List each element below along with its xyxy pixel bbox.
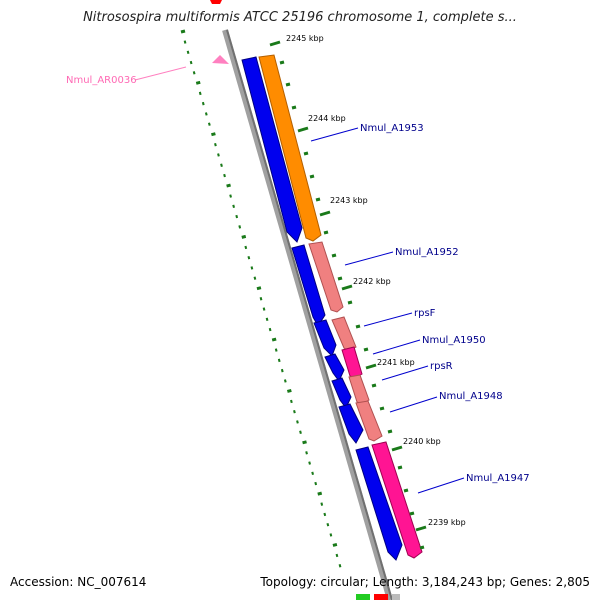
feature-label-leader [134,66,187,81]
gc-track-dot [217,153,220,157]
gc-track-dot [235,214,239,219]
scale-label-2242: 2242 kbp [353,277,391,286]
gc-track-dot [335,553,339,558]
gc-track-dot [332,543,338,547]
bottom-markers [356,594,400,600]
gc-track-dot [323,512,327,517]
gc-track-dot [299,430,302,434]
gc-track-dot [189,60,193,65]
gene-rpsf-blue[interactable] [313,319,337,357]
scale-label-2241: 2241 kbp [377,358,415,367]
gc-track-dot [211,132,216,137]
gc-track-dot [311,471,315,476]
gene-nmul-a1947-blue[interactable] [355,446,403,561]
gc-track-dot [262,307,266,311]
scale-ticks [269,40,427,550]
gc-track-dot [214,143,217,147]
gc-track-dot [283,379,287,383]
gene-label-nmul-a1953[interactable]: Nmul_A1953 [360,123,424,134]
gc-track-dot [265,317,269,321]
gene-label-leaders [310,127,465,494]
feature-label-nmul-ar0036[interactable]: Nmul_AR0036 [66,75,137,86]
accession-text: Accession: NC_007614 [10,575,147,589]
scale-label-2245: 2245 kbp [286,34,324,43]
scale-label-2239: 2239 kbp [428,518,466,527]
gene-nmul-a1950-magenta[interactable] [341,346,363,379]
gc-track-dot [271,337,277,342]
gc-track-dot [204,112,208,116]
gc-track-dot [253,276,257,280]
gene-nmul-a1953-blue[interactable] [241,56,303,243]
gene-label-rpsf[interactable]: rpsF [414,308,436,319]
scale-label-2244: 2244 kbp [308,114,346,123]
gene-nmul-a1948-salmon[interactable] [355,400,383,442]
gc-track-dot [192,71,196,75]
gc-track-dot [198,91,202,96]
gc-track-dot [293,410,296,414]
gc-track-dot [290,399,293,404]
gc-track-dot [195,80,201,85]
gene-labels: Nmul_A1953 Nmul_A1952 rpsF Nmul_A1950 rp… [360,123,530,484]
gc-track-dot [201,101,205,106]
top-marker-red [210,0,222,4]
gc-track-dot [226,183,231,188]
gc-track-dot [247,255,251,260]
gc-track-dot [296,420,299,424]
gc-track-dot [286,388,292,393]
genome-stats-text: Topology: circular; Length: 3,184,243 bp… [260,575,590,589]
gc-track-dot [207,122,211,126]
gc-track-dot [317,491,323,496]
gc-track-dot [244,245,248,250]
pink-feature-arrow[interactable] [212,55,229,64]
gene-label-nmul-a1950[interactable]: Nmul_A1950 [422,335,486,346]
gene-label-nmul-a1952[interactable]: Nmul_A1952 [395,247,459,258]
gc-track-dot [223,173,226,178]
gene-label-nmul-a1947[interactable]: Nmul_A1947 [466,473,530,484]
gc-track-dot [268,327,272,332]
gc-track-dot [238,225,242,229]
scale-label-2240: 2240 kbp [403,437,441,446]
gene-nmul-a1952-blue[interactable] [291,244,326,327]
gene-nmul-a1948-blue[interactable] [338,403,364,444]
gene-rpsr-salmon[interactable] [348,374,370,405]
scale-label-2243: 2243 kbp [330,196,368,205]
gc-track-dot [308,461,311,465]
gc-track-dot [338,564,342,568]
gc-track-dot [183,40,187,44]
gc-track-dot [220,163,223,167]
gc-track-dot [256,286,262,291]
reverse-strand-genes [241,56,403,561]
gene-nmul-a1950-blue[interactable] [324,353,345,382]
gc-track-dot [241,234,247,239]
gc-track-dot [232,204,236,209]
gc-track-dot [302,440,307,445]
gc-track-dot [305,451,308,455]
gc-track-dot [320,502,324,506]
gene-label-rpsr[interactable]: rpsR [430,361,453,372]
gc-track-dot [186,50,190,54]
gc-track-dot [250,266,254,270]
gene-nmul-a1952-salmon[interactable] [308,241,344,313]
gc-track-dot [280,368,284,373]
map-title: Nitrosospira multiformis ATCC 25196 chro… [83,10,517,25]
gene-rpsr-blue[interactable] [331,377,352,409]
gc-track-dot [259,297,263,301]
gene-nmul-a1947-magenta[interactable] [371,441,423,559]
gc-track-dot [180,29,186,34]
gene-label-nmul-a1948[interactable]: Nmul_A1948 [439,391,503,402]
gc-track-dot [329,533,333,537]
gc-track-dot [277,358,281,363]
backbone [222,29,393,600]
gc-track-dot [314,481,318,486]
forward-strand-genes [258,54,423,559]
gc-track-dot [274,348,278,352]
scale-labels: 2245 kbp 2244 kbp 2243 kbp 2242 kbp 2241… [286,34,466,527]
gene-nmul-a1953-orange[interactable] [258,54,322,242]
gc-track-dot [326,522,330,527]
gc-track [180,29,342,568]
gc-track-dot [229,194,232,198]
